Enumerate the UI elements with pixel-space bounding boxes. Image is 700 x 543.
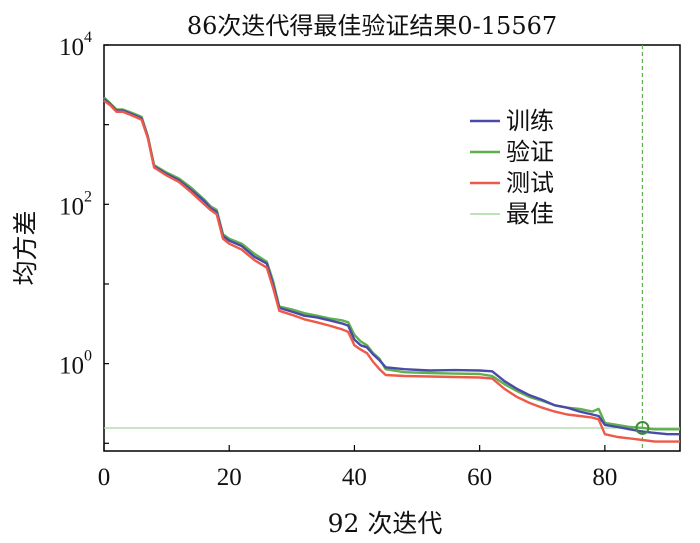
legend-label: 训练 (506, 107, 554, 135)
x-tick-label: 60 (467, 464, 492, 491)
best-point-marker (635, 420, 650, 435)
legend-label: 验证 (506, 138, 554, 166)
plot-area (103, 44, 681, 452)
legend-label: 最佳 (506, 200, 554, 228)
x-tick-label: 40 (342, 464, 367, 491)
y-axis-label: 均方差 (11, 210, 40, 285)
y-tick-label: 100 (59, 348, 92, 380)
legend-label: 测试 (506, 169, 554, 197)
x-tick-label: 0 (98, 464, 111, 491)
y-tick-label: 104 (59, 29, 92, 61)
y-tick-label: 102 (59, 188, 92, 220)
chart-title: 86次迭代得最佳验证结果0-15567 (187, 12, 557, 40)
series-line-训练 (103, 98, 680, 436)
series-line-测试 (103, 99, 680, 443)
x-tick-label: 20 (217, 464, 242, 491)
x-tick-label: 80 (592, 464, 617, 491)
x-axis-label: 92 次迭代 (328, 509, 443, 538)
